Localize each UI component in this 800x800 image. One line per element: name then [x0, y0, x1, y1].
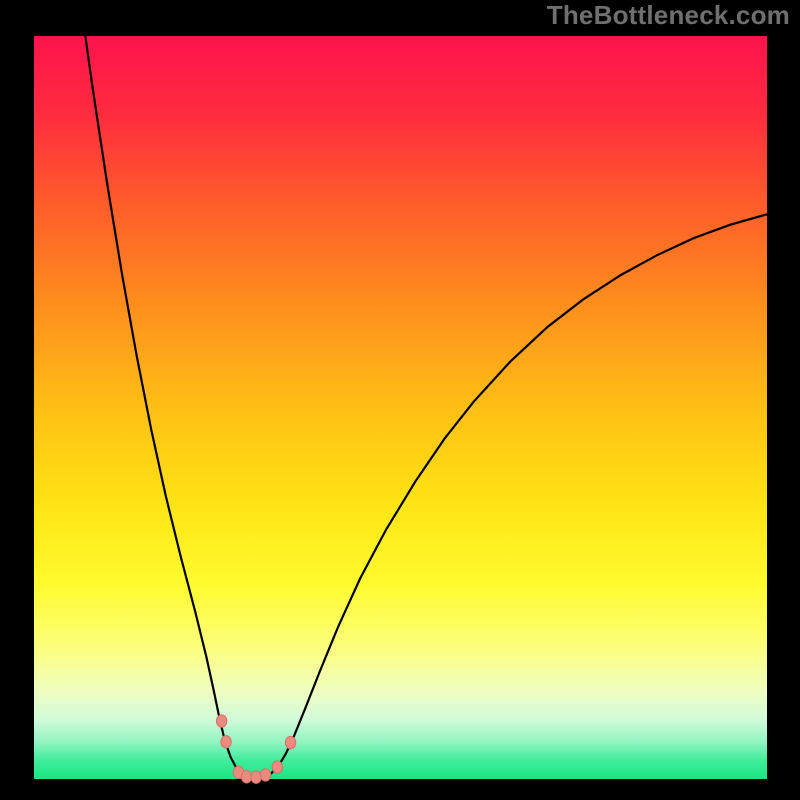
chart-stage: TheBottleneck.com: [0, 0, 800, 800]
plot-background: [34, 36, 767, 779]
curve-marker: [221, 736, 231, 748]
bottleneck-chart: [0, 0, 800, 800]
curve-marker: [216, 715, 226, 727]
curve-marker: [241, 771, 251, 783]
curve-marker: [260, 769, 270, 781]
curve-marker: [251, 771, 261, 783]
curve-marker: [272, 761, 282, 773]
watermark-text: TheBottleneck.com: [547, 0, 790, 31]
curve-marker: [285, 736, 295, 748]
